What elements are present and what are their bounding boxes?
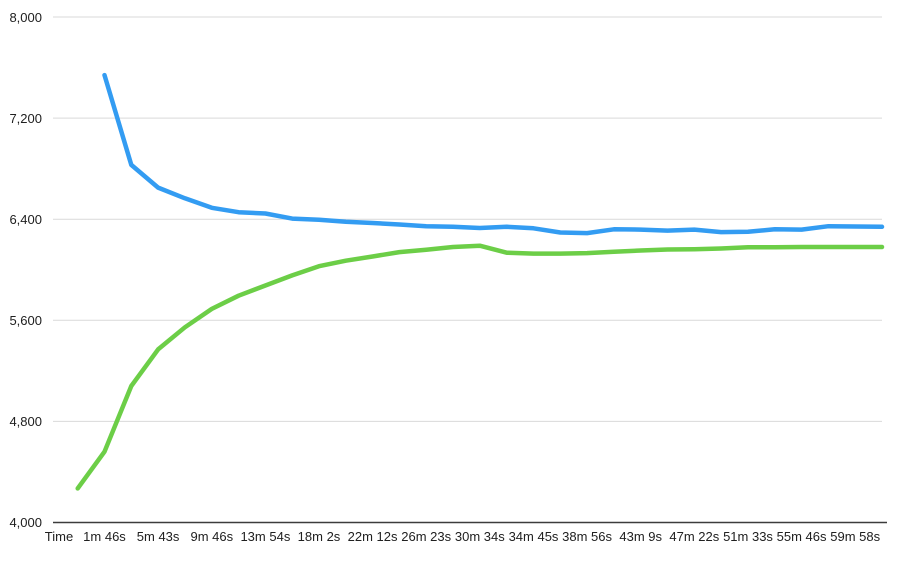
x-tick-label: 22m 12s xyxy=(347,528,398,544)
y-tick-label: 4,000 xyxy=(9,515,42,530)
y-tick-label: 6,400 xyxy=(9,211,42,227)
x-tick-label: 18m 2s xyxy=(297,528,341,544)
x-tick-label: 59m 58s xyxy=(830,528,881,544)
y-tick-label: 5,600 xyxy=(9,312,42,328)
series-line-green-series xyxy=(75,243,885,491)
x-tick-label: 47m 22s xyxy=(669,528,720,544)
x-axis-title: Time xyxy=(44,528,74,544)
x-tick-label: 30m 34s xyxy=(454,528,505,544)
x-tick-label: 13m 54s xyxy=(240,528,291,544)
x-tick-label: 9m 46s xyxy=(190,528,234,544)
x-tick-label: 34m 45s xyxy=(508,528,559,544)
series-line-blue-series xyxy=(102,72,885,236)
x-tick-label: 26m 23s xyxy=(401,528,452,544)
x-tick-label: 38m 56s xyxy=(562,528,613,544)
x-tick-label: 1m 46s xyxy=(83,528,126,544)
y-tick-label: 4,800 xyxy=(9,413,42,429)
y-tick-label: 7,200 xyxy=(9,110,42,126)
x-tick-label: 5m 43s xyxy=(136,528,180,544)
x-tick-label: 55m 46s xyxy=(776,528,827,544)
x-tick-label: 43m 9s xyxy=(619,528,663,544)
x-tick-label: 51m 33s xyxy=(723,528,773,544)
y-tick-label: 8,000 xyxy=(9,9,42,25)
